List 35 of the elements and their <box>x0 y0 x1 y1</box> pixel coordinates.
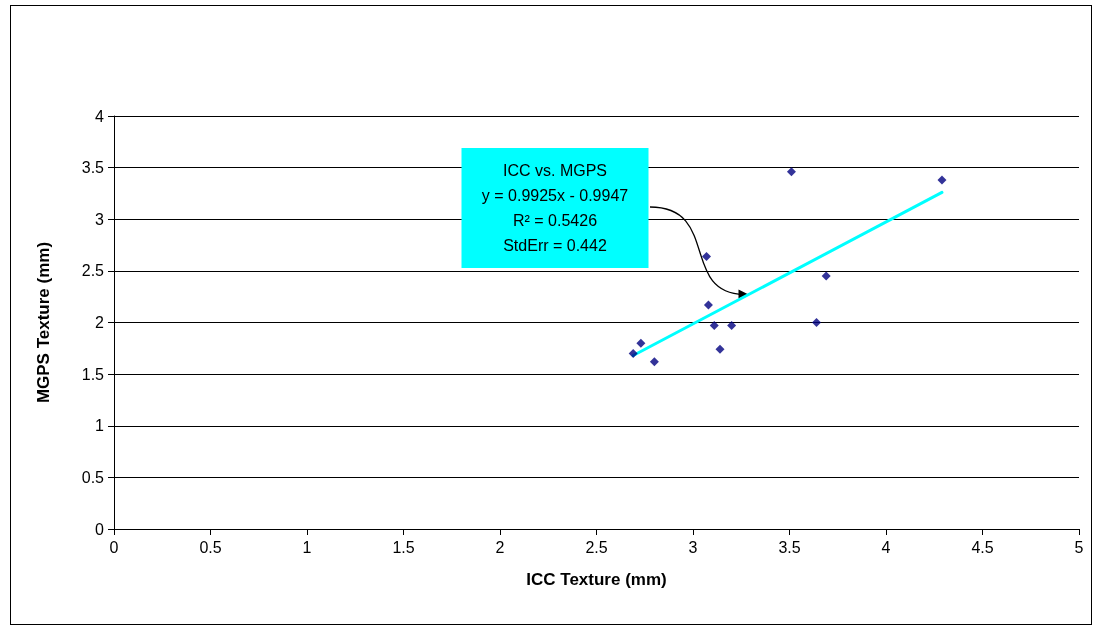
y-tick-label: 3.5 <box>81 159 105 177</box>
y-tick-label: 3 <box>95 210 105 228</box>
point <box>937 175 947 185</box>
point <box>636 338 646 348</box>
point <box>812 318 822 327</box>
x-tick-label: 1 <box>302 538 312 556</box>
x-tick-label: 4 <box>881 538 891 556</box>
point <box>715 344 725 354</box>
y-tick-label: 4 <box>95 107 105 125</box>
x-tick-label: 3 <box>688 538 698 556</box>
x-tick-label: 0.5 <box>199 538 222 556</box>
x-tick-label: 2.5 <box>585 538 608 556</box>
point <box>703 300 713 310</box>
y-tick-label: 2.5 <box>81 262 105 280</box>
annotation: ICC vs. MGPS y = 0.9925x - 0.9947 R² = 0.5426 StdErr = 0.442 <box>481 162 629 254</box>
x-tick-label: 5 <box>1074 538 1084 556</box>
y-axis-title: MGPS Texture (mm) <box>34 241 53 404</box>
point <box>649 357 659 367</box>
x-axis-title: ICC Texture (mm) <box>526 570 667 589</box>
point <box>821 271 831 281</box>
y-tick-label: 0 <box>95 520 105 538</box>
point <box>709 321 719 331</box>
y-tick-label: 0.5 <box>81 468 105 486</box>
point <box>628 348 638 358</box>
x-tick-label: 2 <box>495 538 505 556</box>
point <box>727 321 737 331</box>
x-tick-label: 4.5 <box>971 538 994 556</box>
x-tick-label: 1.5 <box>392 538 415 556</box>
y-tick-label: 1.5 <box>81 365 105 383</box>
point <box>702 251 712 261</box>
x-tick-label: 0 <box>109 538 119 556</box>
y-tick-label: 1 <box>95 417 105 435</box>
y-tick-label: 2 <box>95 314 105 331</box>
x-tick-label: 3.5 <box>778 538 801 556</box>
point <box>786 167 796 177</box>
